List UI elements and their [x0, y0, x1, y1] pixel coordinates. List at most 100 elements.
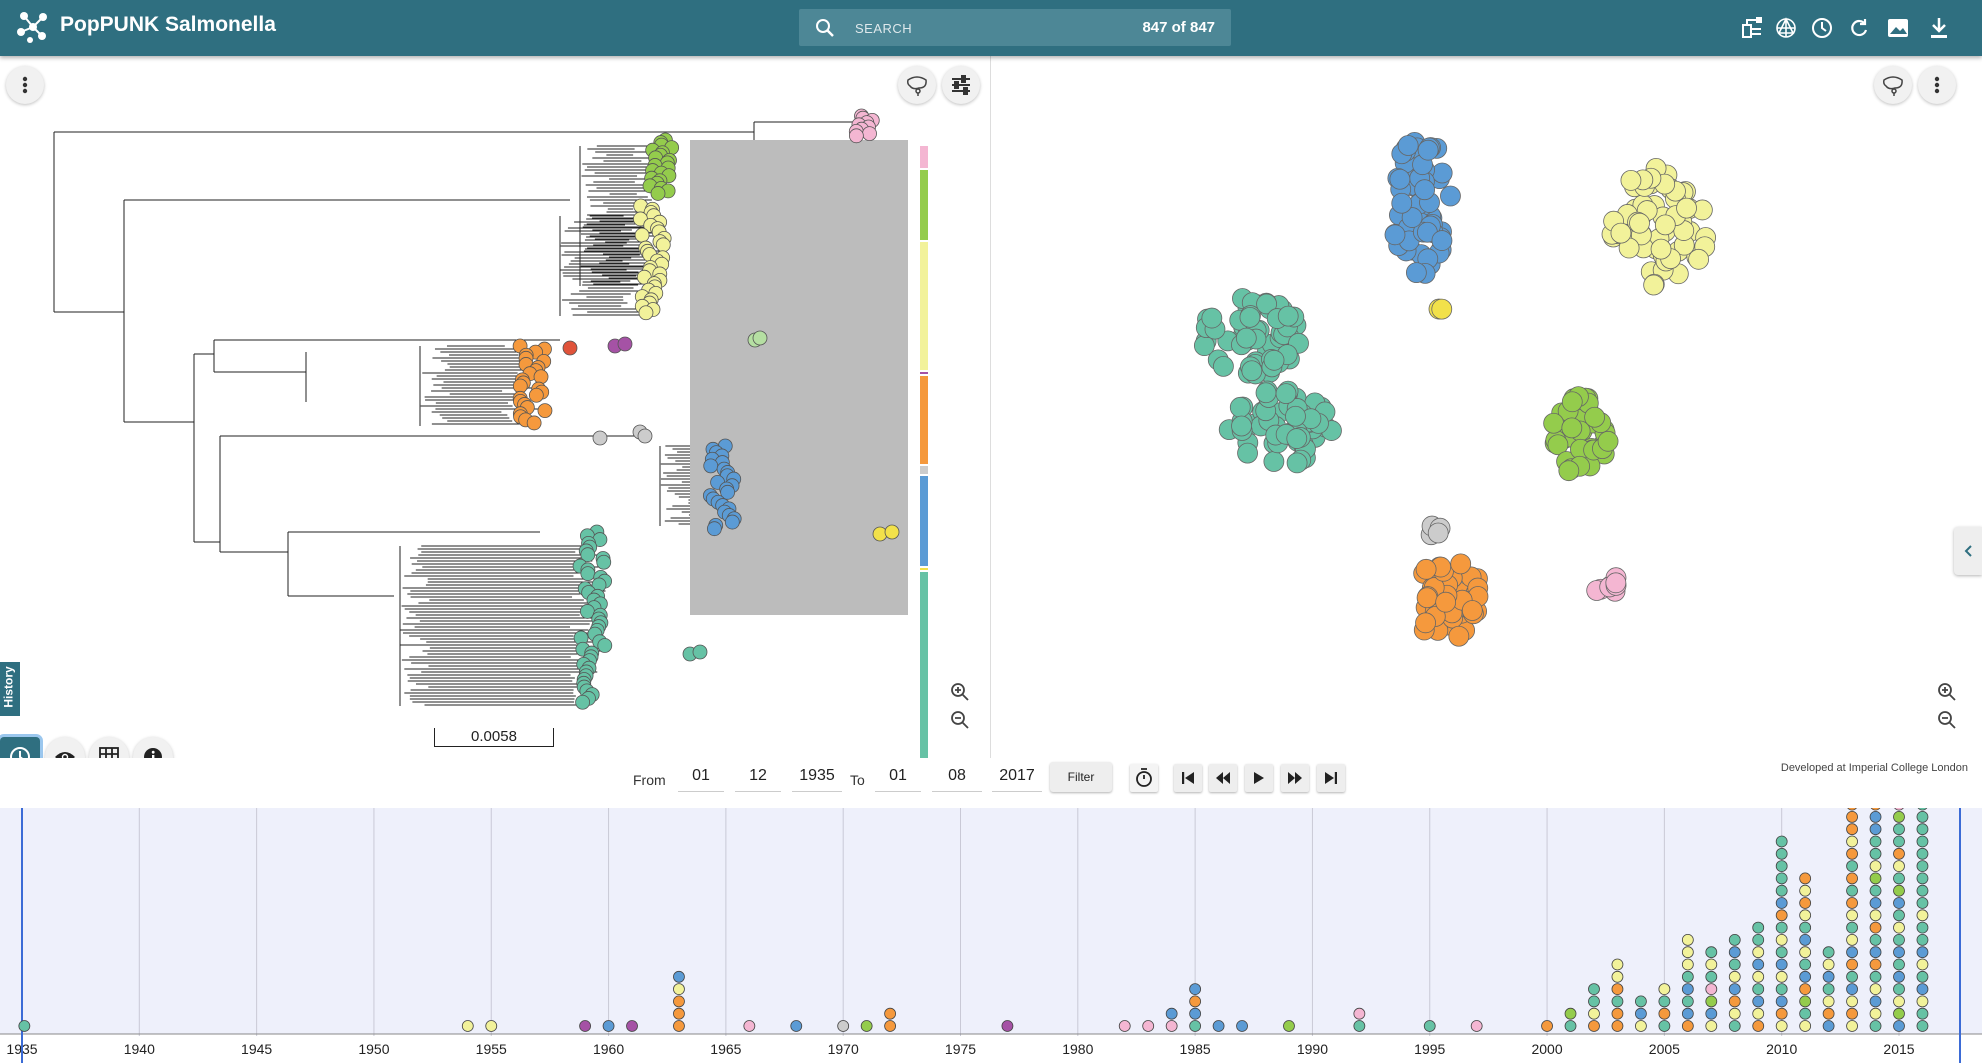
network-node — [1643, 274, 1665, 296]
tree-tip-node — [752, 330, 768, 346]
timeline-point — [1846, 995, 1858, 1008]
timeline-point — [1916, 1020, 1929, 1032]
timeline-point — [1189, 1020, 1202, 1032]
timeline-point — [1869, 1020, 1882, 1032]
tree-settings-button[interactable] — [942, 66, 980, 104]
download-button[interactable] — [1925, 14, 1953, 42]
timeline-point — [1869, 958, 1882, 971]
timeline-chart[interactable]: 1935194019451950195519601965197019751980… — [0, 808, 1982, 1063]
timeline-point — [1470, 1020, 1483, 1032]
timeline-point — [1846, 921, 1858, 934]
network-menu-button[interactable] — [1918, 66, 1956, 104]
network-node — [1558, 460, 1580, 482]
network-node — [1431, 298, 1453, 320]
timeline-point — [1681, 946, 1694, 959]
timeline-point — [1822, 983, 1835, 996]
network-zoom-out-button[interactable] — [1935, 708, 1959, 732]
from-day-input[interactable]: 01 — [678, 761, 724, 792]
phylogenetic-tree[interactable] — [0, 56, 990, 758]
tree-zoom-in-button[interactable] — [948, 680, 972, 704]
timeline-point — [1635, 1020, 1647, 1032]
network-lasso-button[interactable] — [1874, 66, 1912, 104]
timeline-point — [1799, 1007, 1812, 1020]
network-node — [1384, 224, 1406, 246]
from-year-input[interactable]: 1935 — [792, 761, 842, 792]
export-image-button[interactable] — [1884, 14, 1912, 42]
tree-tip-node — [528, 387, 544, 403]
timeline-point — [1799, 897, 1812, 909]
timeline-point — [1189, 983, 1202, 996]
timeline-point — [1869, 909, 1882, 922]
timeline-year-label: 1990 — [1297, 1041, 1328, 1057]
to-year-input[interactable]: 2017 — [992, 761, 1042, 792]
tree-tip-node — [592, 430, 608, 446]
to-day-input[interactable]: 01 — [875, 761, 921, 792]
timeline-point — [1635, 1007, 1647, 1020]
tree-tip-node — [650, 186, 666, 201]
timeline-point — [1353, 1007, 1366, 1020]
rewind-button[interactable] — [1209, 764, 1237, 792]
timeline-view-button[interactable] — [1808, 14, 1836, 42]
refresh-button[interactable] — [1845, 14, 1873, 42]
timeline-year-label: 1980 — [1062, 1041, 1093, 1057]
from-month-input[interactable]: 12 — [735, 761, 781, 792]
network-graph[interactable] — [991, 56, 1982, 758]
network-zoom-in-button[interactable] — [1935, 680, 1959, 704]
timeline-point — [1846, 847, 1858, 860]
network-node — [1654, 214, 1676, 236]
lasso-icon — [1883, 76, 1903, 96]
play-button[interactable] — [1245, 764, 1273, 792]
tree-zoom-out-button[interactable] — [948, 708, 972, 732]
filter-button[interactable]: Filter — [1050, 762, 1112, 792]
tree-lasso-button[interactable] — [898, 66, 936, 104]
network-cluster-pink — [1586, 567, 1627, 602]
tree-view-button[interactable] — [1738, 14, 1766, 42]
timeline-point — [860, 1020, 873, 1032]
skip-start-button[interactable] — [1174, 764, 1202, 792]
stopwatch-icon — [1136, 768, 1152, 787]
zoom-out-icon — [951, 711, 969, 729]
network-node — [1435, 591, 1457, 613]
network-icon — [1776, 17, 1796, 38]
timeline-point — [1658, 1007, 1671, 1020]
tree-tip-node — [884, 524, 900, 540]
search-bar[interactable]: SEARCH 847 of 847 — [799, 9, 1231, 46]
timeline-point — [1846, 909, 1858, 922]
timeline-point — [1588, 1007, 1600, 1020]
network-node — [1231, 415, 1252, 437]
timeline-point — [1728, 933, 1741, 946]
network-view-button[interactable] — [1772, 14, 1800, 42]
timeline-year-label: 2005 — [1649, 1041, 1680, 1057]
metadata-strip-cell — [920, 376, 928, 464]
search-icon — [816, 19, 834, 37]
speed-button[interactable] — [1130, 764, 1158, 792]
timeline-point — [1846, 1020, 1858, 1032]
network-node — [1401, 207, 1423, 228]
timeline-point — [1916, 909, 1929, 922]
side-panel-toggle[interactable] — [1954, 527, 1982, 575]
timeline-point — [1869, 884, 1882, 897]
timeline-point — [1893, 909, 1905, 922]
timeline-point — [1775, 1007, 1788, 1020]
fast-forward-button[interactable] — [1281, 764, 1309, 792]
tree-menu-button[interactable] — [6, 66, 44, 104]
timeline-point — [1775, 1020, 1788, 1032]
timeline-point — [1822, 995, 1835, 1008]
to-month-input[interactable]: 08 — [932, 761, 982, 792]
skip-end-button[interactable] — [1317, 764, 1345, 792]
timeline-point — [1846, 983, 1858, 996]
timeline-point — [1728, 983, 1741, 996]
history-tab[interactable]: History — [0, 662, 20, 716]
play-icon — [1254, 772, 1264, 784]
timeline-point — [1916, 872, 1929, 885]
timeline-point — [1916, 1007, 1929, 1020]
timeline-point — [1752, 958, 1765, 971]
timeline-year-label: 1970 — [828, 1041, 859, 1057]
timeline-point — [1001, 1020, 1014, 1032]
timeline-point — [1846, 884, 1858, 897]
network-node — [1448, 625, 1470, 647]
network-node — [1235, 327, 1257, 349]
timeline-point — [884, 1020, 897, 1032]
timeline-point — [1283, 1020, 1295, 1032]
timeline-point — [1869, 835, 1882, 848]
